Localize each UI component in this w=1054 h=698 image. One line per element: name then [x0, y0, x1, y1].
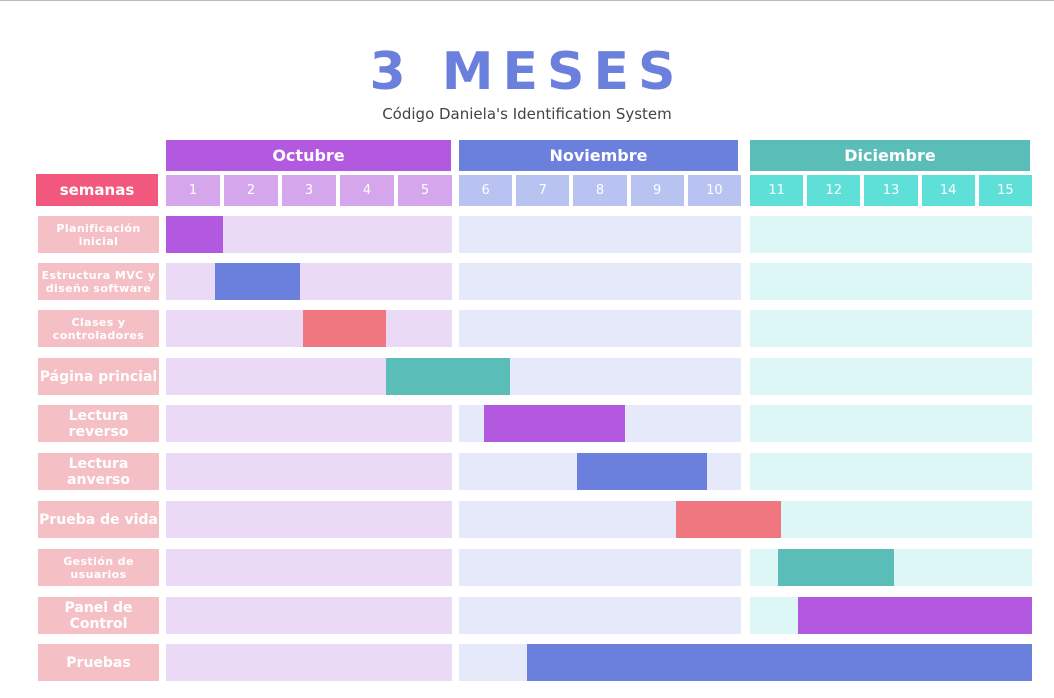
- task-label: Gestión de usuarios: [38, 549, 159, 586]
- week-cell: 10: [687, 175, 741, 206]
- gantt-bar-lectura-anverso[interactable]: [577, 453, 708, 490]
- row-track: [750, 358, 1032, 395]
- row-track: [750, 405, 1032, 442]
- task-label-text: Gestión de usuarios: [63, 554, 134, 581]
- chart-subtitle: Código Daniela's Identification System: [382, 105, 672, 123]
- semanas-label: semanas: [36, 174, 158, 206]
- week-cell: 8: [573, 175, 627, 206]
- row-track: [750, 501, 1032, 538]
- row-track: [750, 263, 1032, 300]
- row-track: [166, 597, 452, 634]
- gantt-bar-pruebas[interactable]: [526, 644, 1032, 681]
- row-track: [166, 501, 452, 538]
- gantt-bar-prueba-de-vida[interactable]: [676, 501, 781, 538]
- week-cell: 3: [282, 175, 336, 206]
- task-label: Pruebas: [38, 644, 159, 681]
- week-cell: 2: [224, 175, 278, 206]
- week-cell: 1: [166, 175, 220, 206]
- task-label: Planificación inicial: [38, 216, 159, 253]
- gantt-bar-lectura-reverso[interactable]: [484, 405, 626, 442]
- task-label-text: Prueba de vida: [39, 511, 158, 528]
- task-label-text: Lectura reverso: [68, 407, 129, 440]
- task-label-text: Pruebas: [66, 654, 131, 671]
- row-track: [459, 549, 741, 586]
- row-track: [166, 405, 452, 442]
- row-track: [166, 644, 452, 681]
- task-label-text: Clases y controladores: [52, 315, 145, 342]
- task-label: Lectura anverso: [38, 453, 159, 490]
- row-track: [750, 216, 1032, 253]
- gantt-bar-planificacion-inicial[interactable]: [166, 216, 224, 253]
- row-track: [459, 597, 741, 634]
- task-label: Prueba de vida: [38, 501, 159, 538]
- week-cell: 12: [807, 175, 861, 206]
- task-label: Estructura MVC y diseño software: [38, 263, 159, 300]
- month-header-diciembre: Diciembre: [750, 140, 1030, 171]
- top-divider: [0, 0, 1054, 1]
- week-cell: 9: [630, 175, 684, 206]
- task-label-text: Panel de Control: [64, 599, 133, 632]
- task-label: Clases y controladores: [38, 310, 159, 347]
- row-track: [459, 310, 741, 347]
- month-header-noviembre: Noviembre: [459, 140, 738, 171]
- week-cell: 5: [398, 175, 452, 206]
- week-cell: 13: [864, 175, 918, 206]
- week-cell: 4: [340, 175, 394, 206]
- row-track: [166, 549, 452, 586]
- row-track: [166, 453, 452, 490]
- row-track: [166, 263, 452, 300]
- gantt-bar-pagina-princial[interactable]: [386, 358, 510, 395]
- gantt-bar-estructura-mvc-y-diseno-software[interactable]: [214, 263, 301, 300]
- task-label-text: Estructura MVC y diseño software: [41, 268, 156, 295]
- task-label: Panel de Control: [38, 597, 159, 634]
- task-label-text: Página princial: [39, 368, 158, 385]
- task-label: Lectura reverso: [38, 405, 159, 442]
- row-track: [459, 263, 741, 300]
- gantt-bar-clases-y-controladores[interactable]: [303, 310, 387, 347]
- task-label-text: Planificación inicial: [56, 221, 141, 248]
- month-header-octubre: Octubre: [166, 140, 451, 171]
- row-track: [459, 216, 741, 253]
- task-label-text: Lectura anverso: [67, 455, 130, 488]
- week-cell: 14: [921, 175, 975, 206]
- task-label: Página princial: [38, 358, 159, 395]
- week-cell: 6: [459, 175, 513, 206]
- chart-title: 3 MESES: [369, 42, 685, 102]
- row-track: [750, 310, 1032, 347]
- week-cell: 11: [750, 175, 804, 206]
- gantt-bar-gestion-de-usuarios[interactable]: [778, 549, 894, 586]
- week-cell: 7: [516, 175, 570, 206]
- week-cell: 15: [978, 175, 1032, 206]
- gantt-bar-panel-de-control[interactable]: [797, 597, 1032, 634]
- row-track: [750, 453, 1032, 490]
